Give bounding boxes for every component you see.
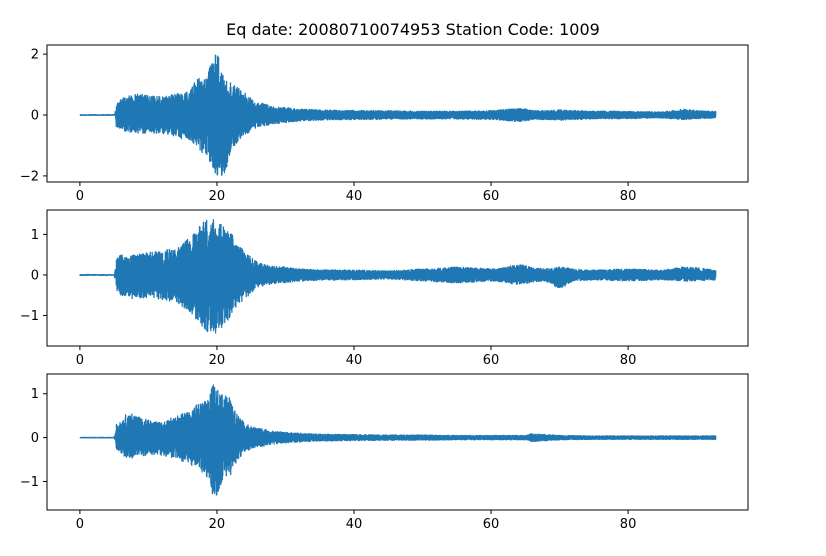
x-tick-label: 80 xyxy=(620,353,637,368)
panel-2: 0 20 40 60 80 −1 0 1 xyxy=(20,209,749,368)
x-tick-label: 20 xyxy=(209,189,226,204)
figure-title: Eq date: 20080710074953 Station Code: 10… xyxy=(226,20,600,39)
axes-frame xyxy=(46,373,749,511)
y-tick-label: −1 xyxy=(20,475,39,490)
x-tick-label: 80 xyxy=(620,517,637,532)
x-tick-label: 60 xyxy=(483,517,500,532)
x-tick-label: 40 xyxy=(346,353,363,368)
x-tick-label: 0 xyxy=(76,517,84,532)
waveform-line xyxy=(79,54,717,176)
y-tick-label: 0 xyxy=(31,268,39,283)
x-tick-label: 80 xyxy=(620,189,637,204)
x-tick-label: 60 xyxy=(483,189,500,204)
y-tick-label: 0 xyxy=(31,109,39,124)
waveform-line xyxy=(79,384,717,496)
x-tick-label: 0 xyxy=(76,353,84,368)
y-tick-label: 0 xyxy=(31,431,39,446)
panel-1: 0 20 40 60 80 −2 0 2 xyxy=(20,44,749,204)
axes-frame xyxy=(46,209,749,347)
x-tick-label: 40 xyxy=(346,517,363,532)
y-tick-label: 1 xyxy=(31,387,39,402)
y-tick-label: −2 xyxy=(20,169,39,184)
y-tick-label: −1 xyxy=(20,309,39,324)
x-tick-label: 20 xyxy=(209,517,226,532)
x-tick-label: 20 xyxy=(209,353,226,368)
x-tick-label: 60 xyxy=(483,353,500,368)
axes-frame xyxy=(46,44,749,183)
y-tick-label: 1 xyxy=(31,228,39,243)
waveform-line xyxy=(79,219,717,334)
panel-3: 0 20 40 60 80 −1 0 1 xyxy=(20,373,749,532)
x-tick-label: 40 xyxy=(346,189,363,204)
y-tick-label: 2 xyxy=(31,48,39,63)
x-tick-label: 0 xyxy=(76,189,84,204)
